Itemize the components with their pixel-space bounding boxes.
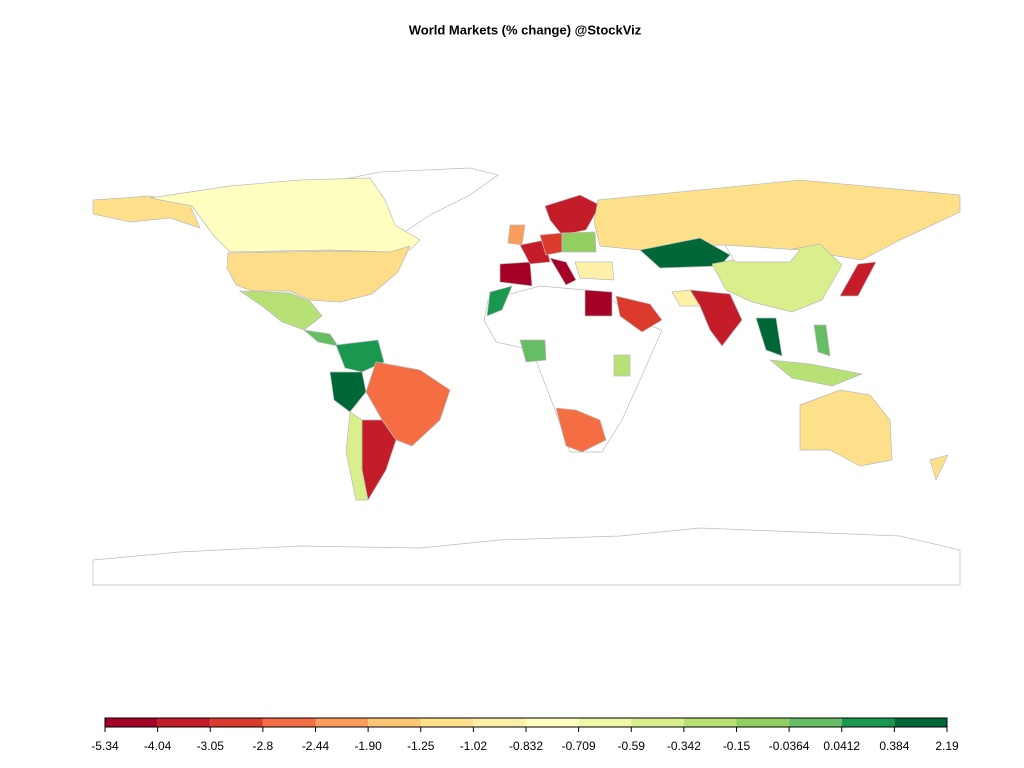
country xyxy=(302,329,339,347)
legend-bin xyxy=(578,718,632,727)
chart-title: World Markets (% change) @StockViz xyxy=(409,22,642,37)
legend-bin xyxy=(736,718,790,727)
country xyxy=(345,411,369,501)
country xyxy=(671,289,701,307)
country xyxy=(724,244,801,263)
country xyxy=(544,194,601,236)
country xyxy=(561,231,597,253)
legend-tick-label: -3.05 xyxy=(197,739,225,753)
legend-bin xyxy=(789,718,842,727)
country xyxy=(519,239,551,265)
country xyxy=(813,324,831,357)
country xyxy=(639,237,731,269)
legend-bin xyxy=(631,718,684,727)
country xyxy=(799,389,893,467)
country xyxy=(149,177,421,253)
legend-bin xyxy=(262,718,316,727)
legend-tick-label: -2.44 xyxy=(302,739,330,753)
country xyxy=(689,289,743,347)
country xyxy=(593,179,961,261)
legend-tick-label: -0.709 xyxy=(562,739,596,753)
legend-tick-label: -4.04 xyxy=(144,739,172,753)
legend-tick-label: 0.0412 xyxy=(823,739,860,753)
legend-bin xyxy=(473,718,526,727)
legend-tick-label: -5.34 xyxy=(91,739,119,753)
legend-tick-label: -1.90 xyxy=(354,739,382,753)
country xyxy=(499,261,533,287)
legend-tick-label: -2.8 xyxy=(253,739,274,753)
legend-tick-label: -1.02 xyxy=(460,739,488,753)
country xyxy=(839,261,877,297)
legend: -5.34 -4.04 -3.05 -2.8 -2.44 -1.90 -1.25 -1.02 -… xyxy=(91,717,959,753)
legend-bin xyxy=(841,718,895,727)
legend-bin xyxy=(683,718,737,727)
country xyxy=(555,407,607,453)
country xyxy=(335,339,385,373)
country xyxy=(755,317,783,357)
country xyxy=(226,245,411,303)
country xyxy=(238,290,323,331)
world-map xyxy=(92,167,961,586)
legend-tick-label: -0.15 xyxy=(723,739,751,753)
country xyxy=(519,339,547,363)
country xyxy=(92,527,961,586)
legend-tick-label: -1.25 xyxy=(407,739,435,753)
legend-tick-label: -0.0364 xyxy=(769,739,810,753)
legend-bin xyxy=(315,718,369,727)
country xyxy=(615,295,663,333)
country xyxy=(507,224,526,246)
country xyxy=(929,454,949,481)
legend-tick-label: -0.59 xyxy=(618,739,646,753)
country xyxy=(613,354,631,377)
legend-bin xyxy=(368,718,421,727)
country xyxy=(768,359,864,387)
legend-tick-label: -0.832 xyxy=(509,739,543,753)
legend-bin xyxy=(157,718,211,727)
legend-bin xyxy=(894,718,947,727)
legend-bin xyxy=(526,718,579,727)
legend-tick-label: -0.342 xyxy=(667,739,701,753)
country xyxy=(549,257,577,286)
legend-bin xyxy=(420,718,474,727)
legend-tick-label: 0.384 xyxy=(879,739,909,753)
legend-bin xyxy=(105,718,158,727)
country xyxy=(574,261,615,281)
country xyxy=(584,289,613,317)
country xyxy=(486,285,513,317)
legend-tick-label: 2.19 xyxy=(935,739,959,753)
legend-bin xyxy=(210,718,263,727)
